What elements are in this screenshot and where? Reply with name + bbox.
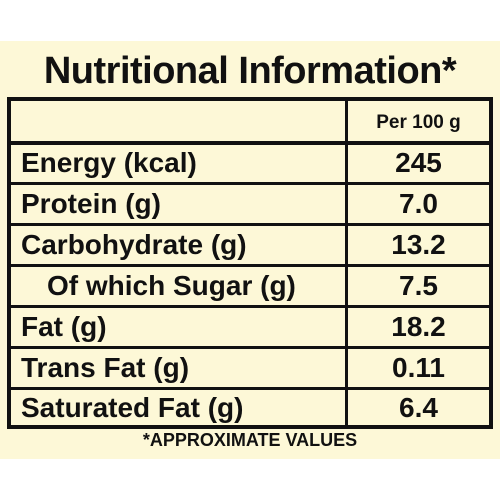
row-value: 13.2 (391, 229, 446, 260)
table-row: Of which Sugar (g) 7.5 (11, 267, 489, 305)
row-divider (7, 346, 493, 349)
row-value: 7.5 (399, 270, 438, 301)
row-divider (7, 305, 493, 308)
row-divider (7, 182, 493, 185)
row-label: Saturated Fat (g) (21, 392, 244, 423)
row-label: Protein (g) (21, 188, 161, 219)
table-row: Carbohydrate (g) 13.2 (11, 226, 489, 264)
column-divider (345, 97, 348, 427)
row-value: 18.2 (391, 311, 446, 342)
table-row: Saturated Fat (g) 6.4 (11, 389, 489, 427)
row-divider (7, 223, 493, 226)
table-border-right (489, 97, 493, 427)
table-border-left (7, 97, 11, 427)
row-label: Carbohydrate (g) (21, 229, 247, 260)
row-value: 6.4 (399, 392, 438, 423)
column-header-per-100g: Per 100 g (376, 112, 461, 133)
row-value: 245 (395, 147, 442, 178)
row-value: 0.11 (392, 352, 445, 383)
row-divider (7, 387, 493, 390)
row-label: Energy (kcal) (21, 147, 197, 178)
row-label: Of which Sugar (g) (47, 270, 296, 301)
panel-title: Nutritional Information* (43, 50, 457, 92)
table-bottom-border (7, 425, 493, 429)
footnote: *APPROXIMATE VALUES (142, 430, 358, 450)
row-label: Fat (g) (21, 311, 107, 342)
table-row: Trans Fat (g) 0.11 (11, 349, 489, 387)
table-row: Protein (g) 7.0 (11, 185, 489, 223)
nutrition-panel: Nutritional Information* Per 100 g Energ… (0, 41, 500, 459)
row-divider (7, 264, 493, 267)
row-value: 7.0 (399, 188, 438, 219)
title-divider (7, 97, 493, 101)
table-row: Fat (g) 18.2 (11, 308, 489, 346)
table-row: Energy (kcal) 245 (11, 144, 489, 182)
row-label: Trans Fat (g) (21, 352, 190, 383)
header-divider (7, 141, 493, 145)
